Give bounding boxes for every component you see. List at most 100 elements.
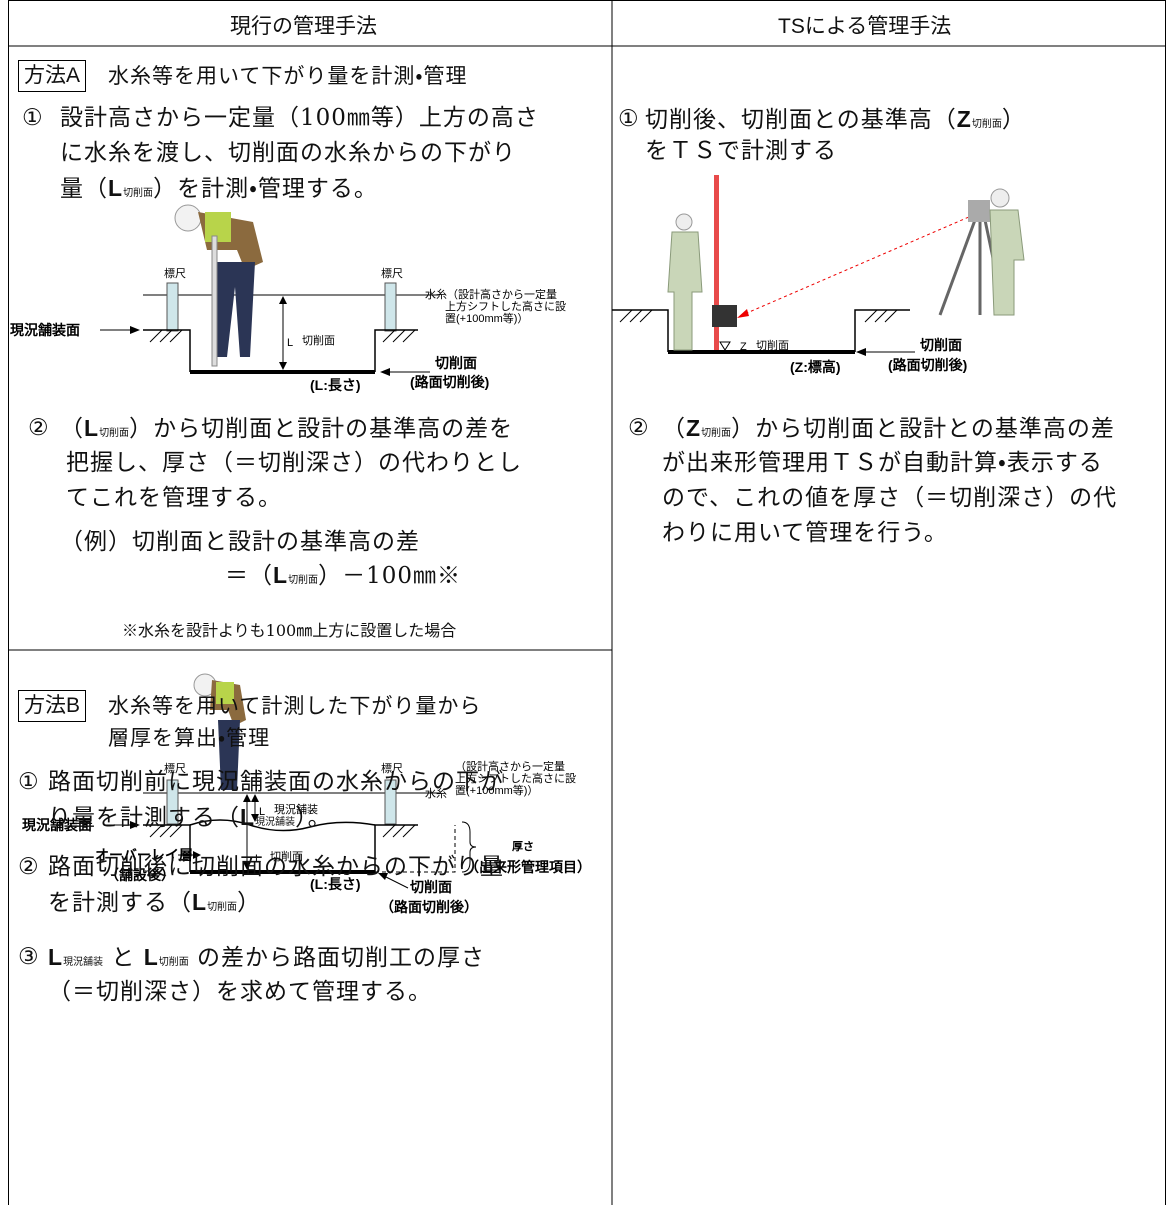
text-line: ＝（L切削面）－100㎜※	[225, 560, 461, 596]
text-run: Z	[956, 106, 972, 132]
label: （設計高さから一定量	[455, 759, 565, 773]
label: 切削面	[302, 333, 335, 347]
text-run: と	[103, 945, 144, 971]
label: 標尺	[164, 266, 186, 280]
step-num: ①	[22, 105, 44, 131]
text-run: L	[48, 944, 64, 970]
text-run: ）を計測・管理する。	[153, 176, 378, 202]
text-line: り量を計測する（L現況舗装）。	[48, 802, 332, 838]
text-run: L	[240, 804, 256, 830]
label: 標尺	[381, 761, 403, 775]
head	[990, 188, 1010, 208]
note: ※水糸を設計よりも100㎜上方に設置した場合	[122, 621, 457, 640]
label: 上方シフトした高さに設	[445, 299, 566, 313]
text-line: をＴＳで計測する	[645, 138, 837, 164]
text-run: の差から路面切削工の厚さ	[188, 945, 486, 971]
text-run: 切削面	[158, 957, 189, 968]
text-line: が出来形管理用ＴＳが自動計算・表示する	[662, 450, 1103, 476]
label: （舗設後）	[105, 867, 175, 883]
arrow	[130, 326, 140, 334]
text-run: （	[662, 416, 686, 442]
text-run: ）。	[295, 805, 332, 831]
label: 標尺	[381, 266, 403, 280]
step-num: ③	[18, 944, 40, 970]
arrow	[279, 296, 287, 370]
label: Z	[740, 341, 747, 353]
text-line: 切削後、切削面との基準高（Z切削面）	[645, 104, 1026, 140]
text-run: L	[108, 175, 124, 201]
label: L	[255, 853, 261, 865]
text-run: 切削面	[123, 188, 154, 199]
overlay-surface	[189, 819, 376, 832]
label: 現況舗装	[274, 802, 318, 816]
label: 置(+100mm等)）	[445, 311, 528, 325]
label: オーバーレイ層	[95, 847, 193, 863]
figure-a: 標尺 標尺 水糸（設計高さから一定量 上方シフトした高さに設 置(+100mm等…	[10, 204, 566, 393]
label: 標尺	[164, 761, 186, 775]
text-run: L	[84, 415, 100, 441]
figure-b: 標尺 標尺 水糸 （設計高さから一定量 上方シフトした高さに設 置(+100mm…	[22, 673, 591, 915]
worker	[989, 209, 1025, 316]
staff	[384, 282, 397, 332]
label: 切削面	[435, 355, 477, 371]
step-num: ①	[618, 106, 640, 132]
label: 現況舗装面	[10, 322, 80, 338]
label: 切削面	[756, 338, 789, 352]
text-line: わりに用いて管理を行う。	[662, 520, 948, 546]
label: 水糸	[425, 786, 447, 800]
worker	[667, 231, 703, 351]
text-run: L	[273, 562, 289, 588]
table-border	[8, 0, 1166, 1205]
text-line: L現況舗装 と L切削面 の差から路面切削工の厚さ	[48, 942, 485, 978]
text-run: 切削面	[971, 119, 1002, 130]
label: L	[287, 337, 293, 349]
label: 厚さ	[512, 840, 534, 853]
text-line: ので、これの値を厚さ（＝切削深さ）の代	[662, 485, 1118, 511]
label: 水糸（設計高さから一定量	[425, 287, 557, 301]
sight-line	[739, 209, 986, 317]
staff	[166, 779, 179, 825]
hatch	[149, 329, 416, 343]
label: (路面切削後)	[410, 374, 489, 390]
text-line: に水糸を渡し、切削面の水糸からの下がり	[60, 140, 516, 166]
label: 切削面	[410, 879, 452, 895]
text-run: Z	[686, 415, 702, 441]
text-line: 路面切削後に切削面の水糸からの下がり量	[48, 854, 504, 880]
method-title: 水糸等を用いて計測した下がり量から	[108, 695, 482, 718]
label: （出来形管理項目）	[465, 859, 591, 875]
text-run: ＝（	[225, 563, 273, 589]
text-run: ）から切削面と設計との基準高の差	[731, 416, 1115, 442]
text-run: 現況舗装	[255, 817, 296, 828]
label: (Z:標高)	[790, 359, 841, 375]
instrument	[968, 200, 990, 222]
label: (L:長さ)	[310, 876, 361, 892]
label: 切削面	[270, 849, 303, 863]
text-run: （	[60, 416, 84, 442]
arrow	[130, 821, 140, 829]
label: 上方シフトした高さに設	[455, 771, 576, 785]
arrow	[378, 873, 388, 880]
text-run: 切削面	[207, 902, 238, 913]
text-run: り量を計測する（	[48, 805, 240, 831]
label: 現況舗装面	[22, 817, 92, 833]
text-run: L	[143, 944, 159, 970]
arrow	[856, 348, 866, 356]
level-mark	[719, 341, 732, 353]
leader	[381, 874, 409, 889]
figure-ts: Z 切削面 (Z:標高) 切削面 (路面切削後)	[612, 175, 1025, 375]
step-num: ②	[628, 415, 650, 441]
header-left: 現行の管理手法	[230, 15, 377, 38]
method-badge: 方法A	[18, 60, 87, 92]
step-num: ①	[18, 769, 40, 795]
prism-pole	[714, 175, 719, 350]
header-right: TSによる管理手法	[778, 15, 952, 38]
text-line: てこれを管理する。	[66, 485, 282, 511]
text-run: ）から切削面と設計の基準高の差を	[129, 416, 514, 442]
dashed-box	[375, 825, 456, 873]
text-run: L	[192, 889, 208, 915]
step-num: ②	[18, 854, 40, 880]
label: (L:長さ)	[310, 377, 361, 393]
prism	[712, 305, 737, 327]
